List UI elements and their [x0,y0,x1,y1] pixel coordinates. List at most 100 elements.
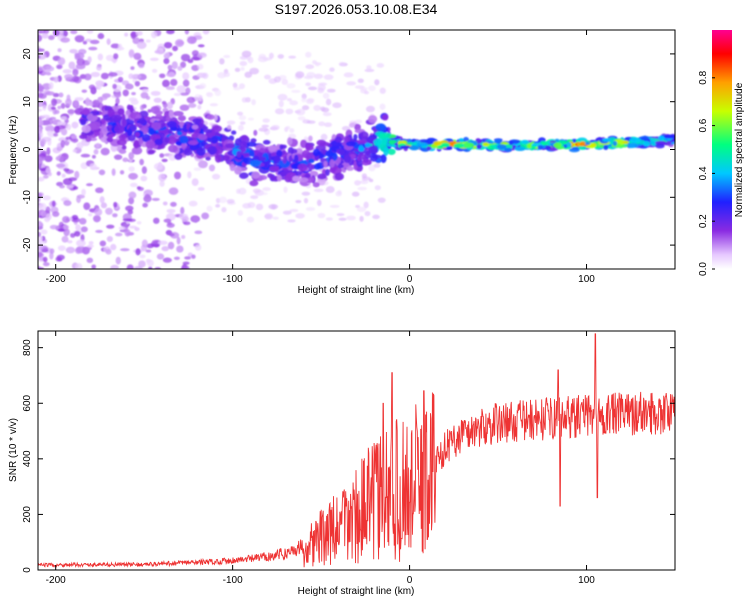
spectrogram-noise-cell [136,221,142,225]
spectrogram-noise-cell [124,228,131,237]
spectrogram-ridge-cell [426,146,432,151]
spectrogram-ridge-cell [207,146,218,155]
spectrogram-haze-cell [262,187,271,192]
spectrogram-noise-cell [159,73,166,79]
spectrogram-noise-cell [63,200,72,207]
spectrogram-haze-cell [364,68,375,73]
spectrogram-noise-cell [150,31,158,39]
spectrogram-ridge-cell [297,163,308,172]
spectrogram-noise-cell [105,248,112,255]
spectrogram-noise-cell [180,53,191,62]
spectrogram-noise-cell [185,87,191,95]
spectrogram-ridge-cell [309,170,319,177]
spectrogram-haze-cell [286,83,296,89]
chart-title: S197.2026.053.10.08.E34 [275,1,438,17]
spectrogram-haze-cell [368,164,376,172]
spectrogram-noise-cell [74,52,80,57]
spectrogram-haze-cell [325,98,332,106]
spectrogram-noise-cell [186,36,197,45]
spectrogram-noise-cell [141,239,148,248]
spectrogram-ridge-cell [127,128,132,137]
spectrogram-noise-cell [99,240,107,247]
spectrogram-ridge-cell [373,138,383,146]
spectrogram-haze-cell [226,120,236,125]
spectrogram-noise-cell [146,243,155,249]
spectrogram-noise-cell [38,197,41,203]
spectrogram-noise-cell [88,84,96,90]
spectrogram-noise-cell [41,71,51,75]
spectrogram-noise-cell [162,201,168,206]
spectrogram-haze-cell [335,190,342,197]
spectrogram-ridge-cell [521,139,529,144]
spectrogram-ridge-cell [433,140,442,146]
spectrogram-haze-cell [329,67,335,72]
spectrogram-haze-cell [325,217,334,221]
colorbar: 0.0 0.2 0.4 0.6 0.8 Normalized spectral ampl… [698,30,745,276]
spectrogram-ridge-cell [102,127,108,136]
spectrogram-noise-cell [44,91,55,96]
spectrogram-haze-cell [313,188,324,193]
spectrogram-ridge-cell [482,142,490,147]
spectrogram-noise-cell [38,156,43,162]
spectrogram-xtick-label: -200 [46,274,66,285]
spectrogram-noise-cell [88,240,94,245]
spectrogram-ridge-cell [325,150,335,157]
spectrogram-haze-cell [281,78,289,86]
spectrogram-noise-cell [53,76,59,83]
spectrogram-haze-cell [247,117,255,121]
spectrogram-heatmap [38,30,675,269]
spectrogram-noise-cell [70,232,76,238]
colorbar-tick-label: 0.0 [698,262,709,276]
spectrogram-haze-cell [306,120,316,124]
spectrogram-ridge-cell [85,97,90,107]
spectrogram-noise-cell [54,125,60,134]
colorbar-tick-label: 0.4 [698,166,709,180]
spectrogram-noise-cell [42,262,50,267]
spectrogram-ridge-cell [268,145,277,152]
spectrogram-noise-cell [163,52,170,59]
spectrogram-noise-cell [56,171,61,176]
spectrogram-noise-cell [115,256,121,265]
spectrogram-haze-cell [285,125,291,130]
spectrogram-ridge-cell [165,136,170,143]
spectrogram-ytick-label: 20 [22,48,33,60]
spectrogram-ridge-cell [381,114,389,121]
spectrogram-noise-cell [39,138,47,146]
spectrogram-noise-cell [87,56,92,63]
spectrogram-ridge-cell [253,129,258,136]
spectrogram-haze-cell [289,208,299,213]
spectrogram-noise-cell [110,43,120,49]
spectrogram-ridge-cell [603,145,609,151]
spectrogram-ridge-cell [579,141,586,147]
spectrogram-haze-cell [332,102,342,109]
spectrogram-noise-cell [55,163,66,168]
spectrogram-noise-cell [140,104,145,111]
spectrogram-noise-cell [97,33,105,40]
spectrogram-ridge-cell [329,159,335,168]
spectrogram-noise-cell [133,52,142,60]
spectrogram-noise-cell [62,69,72,74]
spectrogram-haze-cell [351,191,360,197]
spectrogram-ridge-cell [494,139,503,144]
spectrogram-haze-cell [305,82,311,87]
spectrogram-ridge-cell [355,139,366,144]
spectrogram-haze-cell [223,54,231,59]
spectrogram-noise-cell [76,239,86,247]
spectrogram-noise-cell [122,89,129,97]
colorbar-gradient [712,30,732,269]
spectrogram-noise-cell [110,264,119,269]
spectrogram-noise-cell [184,30,190,35]
spectrogram-ridge-cell [165,115,171,122]
spectrogram-haze-cell [379,103,386,110]
spectrogram-ridge-cell [657,135,665,142]
spectrogram-noise-cell [42,104,47,111]
spectrogram-noise-cell [142,202,148,208]
spectrogram-noise-cell [65,98,72,107]
spectrogram-noise-cell [151,68,158,73]
spectrogram-noise-cell [197,187,205,191]
spectrogram-ridge-cell [107,134,114,139]
spectrogram-ridge-cell [183,148,193,156]
spectrogram-haze-cell [218,196,227,204]
spectrogram-noise-cell [38,55,41,59]
spectrogram-noise-cell [44,65,55,72]
